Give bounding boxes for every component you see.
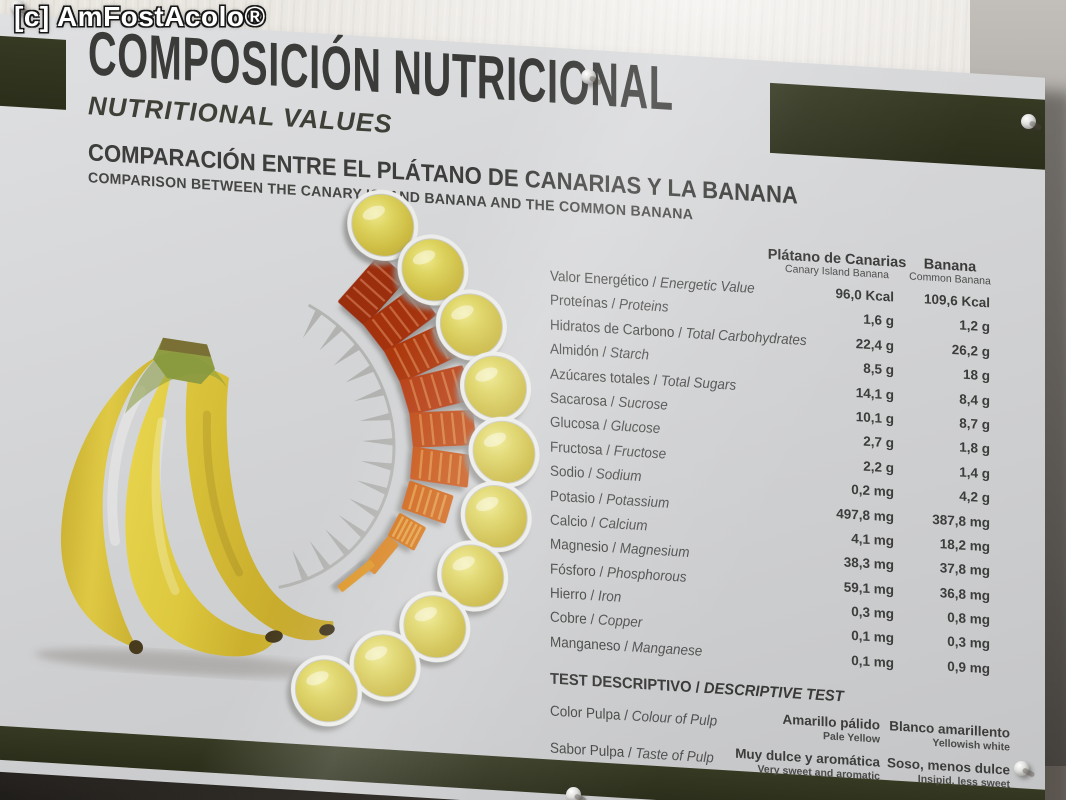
value-canarias: 96,0 Kcal <box>835 285 894 305</box>
column-header-canarias: Plátano de Canarias Canary Island Banana <box>767 246 907 282</box>
green-band-left <box>0 34 66 110</box>
banana-bunch-illustration <box>35 337 335 678</box>
screw-bottom-right <box>1014 761 1029 776</box>
nutrient-rows: Valor Energético / Energetic Value 96,0 K… <box>550 268 1010 686</box>
nutrition-table: Plátano de Canarias Canary Island Banana… <box>550 233 1010 799</box>
screw-top-right <box>1021 114 1036 129</box>
nutrition-sign: COMPOSICIÓN NUTRICIONAL NUTRITIONAL VALU… <box>0 12 1045 800</box>
gauge-graphic <box>278 189 540 727</box>
watermark: [c] AmFostAcolo® <box>14 1 266 32</box>
screw-top-left <box>10 0 25 15</box>
value-banana: Blanco amarillento Yellowish white <box>889 718 1010 754</box>
screw-bottom-middle <box>566 787 581 800</box>
value-banana: 109,6 Kcal <box>923 291 990 311</box>
screw-top-middle <box>581 69 596 84</box>
